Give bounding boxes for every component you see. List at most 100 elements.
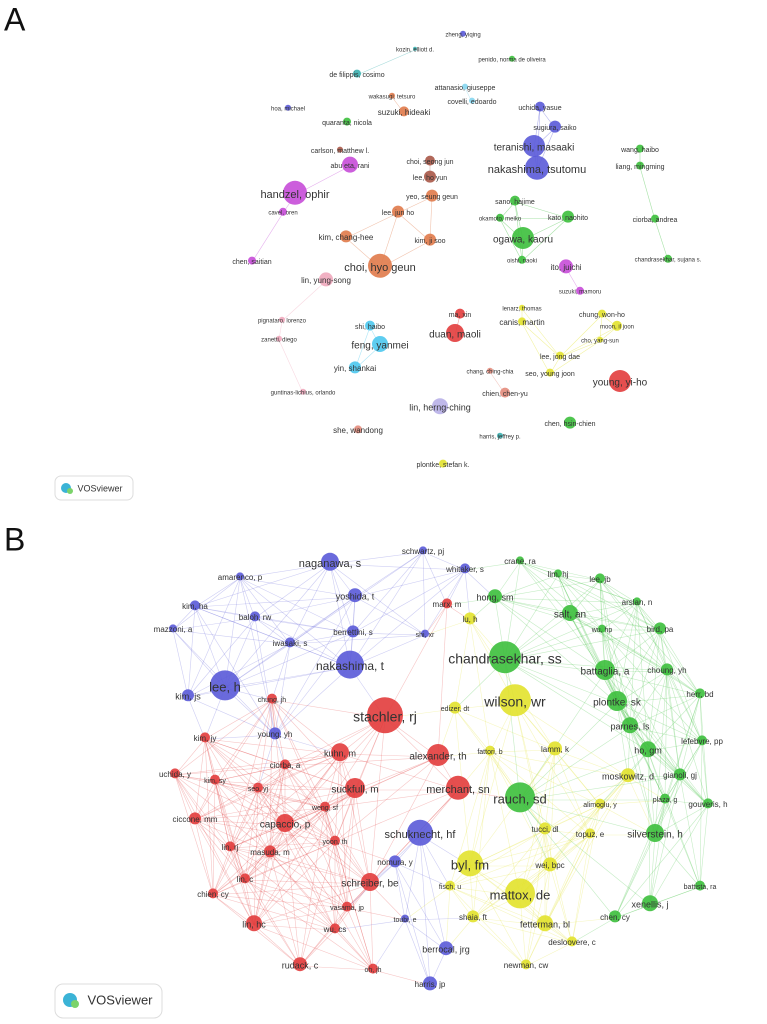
node-label: chung, jh [258,697,287,704]
edge [187,606,196,698]
edge [559,326,618,358]
node-label: yoon, th [323,839,348,846]
edge [204,738,286,826]
edge [422,551,466,571]
node-label: yoshida, t [336,591,375,601]
node [609,910,621,923]
edge [269,852,371,885]
edge [257,788,371,885]
node [597,336,603,343]
edge [244,753,341,881]
node [283,180,307,205]
edge [604,671,649,752]
node [521,959,531,970]
edge [504,629,603,661]
node-label: cho, yang-sun [581,339,619,345]
edge [334,756,439,843]
edge [271,643,291,701]
node-label: choi, hyo geun [344,262,416,274]
edge [284,765,326,809]
edge [616,702,629,778]
edge [356,49,416,76]
edge [271,699,336,843]
edge [525,924,546,967]
edge [212,883,371,896]
node [182,689,194,702]
node-label: fattori, b [477,749,502,756]
edge [599,579,668,672]
edge [329,563,354,634]
node [423,976,437,991]
node [598,309,606,318]
edge [194,819,255,926]
edge [269,699,273,854]
edge [627,775,681,778]
node [293,957,307,972]
node [190,600,200,611]
edge [244,879,348,909]
edge [244,879,371,885]
edge [649,775,681,906]
edge [525,829,546,967]
edge [519,799,656,836]
edge [174,753,341,776]
node-label: baloh, rw [239,613,272,622]
edge [472,829,546,919]
edge [253,924,336,931]
node [549,120,561,133]
node-label: hong, sm [476,592,513,602]
node [361,873,379,891]
edge [274,734,341,755]
node [564,416,576,429]
node [264,845,276,858]
node-label: wakasugi, tetsuro [368,95,416,101]
edge [554,749,601,806]
edge [629,694,701,728]
node [365,320,375,331]
node [642,895,658,912]
edge [601,629,668,672]
edge [616,702,681,777]
edge [253,788,259,926]
node-label: kim, jy [194,734,217,743]
edge [666,670,709,806]
edge [271,699,386,719]
node-label: yin, shankai [334,364,376,373]
node [367,697,403,734]
edge [472,917,546,926]
node-label: edizer, dt [441,706,469,713]
edge [214,780,231,849]
edge [269,852,336,931]
edge [616,694,701,704]
edge [204,738,246,881]
edge [397,212,431,242]
edge [604,671,681,777]
edge [324,807,371,885]
edge [269,807,326,854]
edge [349,569,466,668]
edge [521,322,551,375]
edge [494,597,638,604]
edge [544,829,573,944]
node-label: fetterman, bl [520,919,570,929]
edge [352,569,466,634]
node-label: choung, yh [647,666,686,675]
node [246,915,262,932]
edge [257,788,326,809]
node [651,214,659,223]
edge [544,749,556,831]
edge [194,606,354,634]
edge [174,774,231,849]
node-label: moskowitz, d [602,771,654,781]
node-label: ogawa, kaoru [493,235,553,246]
edge [647,750,656,836]
edge [666,670,703,743]
node [523,135,545,157]
edge [194,789,356,821]
edge [257,699,273,790]
edge [174,774,286,826]
node [505,878,535,909]
node [695,688,705,699]
edge [229,847,301,967]
